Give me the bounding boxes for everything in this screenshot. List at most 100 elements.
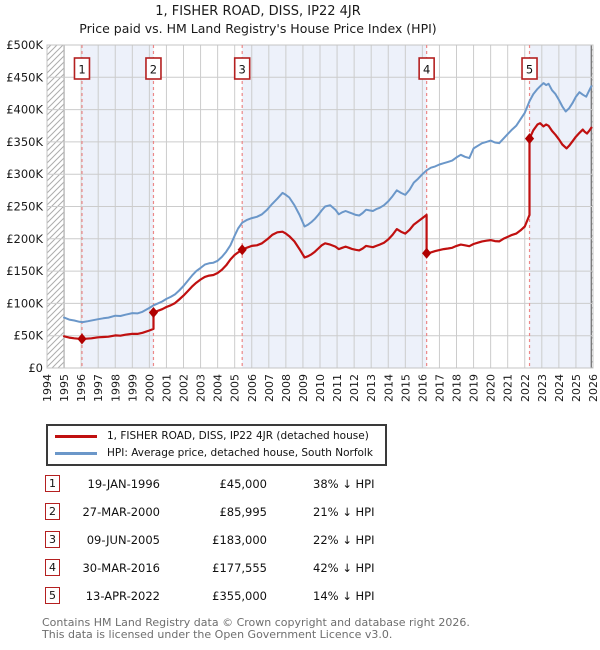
hpi-south-norfolk-detached-line xyxy=(63,82,593,324)
x-tick-label: 1998 xyxy=(109,374,122,402)
license-note: Contains HM Land Registry data © Crown c… xyxy=(42,617,470,640)
sale-diamond xyxy=(524,133,535,145)
price-paid-line-swatch xyxy=(55,434,97,438)
transaction-price: £183,000 xyxy=(212,533,267,547)
x-tick-label: 1999 xyxy=(126,374,139,402)
x-tick-label: 1996 xyxy=(75,374,88,402)
transaction-price: £355,000 xyxy=(212,589,267,603)
price-chart: 1 2 3 4 5 £0 £50K £100K £150K £200K £250K £300K £350… xyxy=(6,38,600,402)
table-row: 1 19-JAN-1996 £45,000 38% ↓ HPI xyxy=(45,475,385,494)
y-tick-label: £300K xyxy=(6,167,43,181)
sale-diamond xyxy=(422,247,432,259)
x-tick-label: 2001 xyxy=(160,374,173,402)
x-tick-label: 2021 xyxy=(502,374,515,402)
transaction-number-badge: 2 xyxy=(45,503,60,520)
y-tick-label: £100K xyxy=(6,296,43,310)
sale-number-box xyxy=(145,57,162,80)
transaction-date: 09-JUN-2005 xyxy=(86,533,160,547)
transaction-date: 13-APR-2022 xyxy=(85,589,160,603)
hpi-line-swatch xyxy=(55,451,97,455)
transaction-number-badge: 4 xyxy=(45,559,60,576)
x-tick-label: 2016 xyxy=(416,374,429,402)
sale-number-label: 5 xyxy=(526,63,533,77)
x-tick-label: 2003 xyxy=(195,374,208,402)
sale-diamond xyxy=(77,333,87,345)
x-tick-label: 2018 xyxy=(451,374,464,402)
sale-number-box xyxy=(73,57,91,80)
page-title: 1, FISHER ROAD, DISS, IP22 4JR xyxy=(155,4,361,19)
x-tick-label: 2006 xyxy=(246,374,259,402)
legend-item-hpi: HPI: Average price, detached house, Sout… xyxy=(55,446,380,460)
transaction-date: 27-MAR-2000 xyxy=(82,505,160,519)
x-tick-label: 2024 xyxy=(553,374,566,402)
transaction-date: 19-JAN-1996 xyxy=(87,477,161,491)
legend-label-hpi: HPI: Average price, detached house, Sout… xyxy=(107,447,373,459)
y-tick-label: £250K xyxy=(6,200,43,214)
transaction-price: £45,000 xyxy=(219,477,267,491)
transaction-price: £85,995 xyxy=(219,505,267,519)
transaction-vs-hpi: 38% ↓ HPI xyxy=(313,477,375,491)
sale-diamond xyxy=(148,306,159,318)
x-tick-label: 2020 xyxy=(485,374,498,402)
sale-number-box xyxy=(521,57,538,80)
x-tick-label: 2008 xyxy=(280,374,293,402)
x-tick-label: 2022 xyxy=(519,374,532,402)
license-line-1: Contains HM Land Registry data © Crown c… xyxy=(42,616,470,629)
table-row: 4 30-MAR-2016 £177,555 42% ↓ HPI xyxy=(45,559,385,578)
x-tick-label: 1995 xyxy=(58,374,71,402)
x-tick-label: 2000 xyxy=(143,374,156,402)
sale-number-label: 2 xyxy=(150,63,157,77)
transactions-table: 1 19-JAN-1996 £45,000 38% ↓ HPI 2 27-MAR… xyxy=(45,475,385,615)
y-tick-label: £450K xyxy=(6,70,43,84)
sale-number-box xyxy=(418,57,435,80)
chart-legend: 1, FISHER ROAD, DISS, IP22 4JR (detached… xyxy=(46,424,387,466)
transaction-number-badge: 1 xyxy=(45,475,60,492)
y-tick-label: £350K xyxy=(6,135,43,149)
x-tick-label: 2010 xyxy=(314,374,327,402)
x-tick-label: 2007 xyxy=(263,374,276,402)
table-row: 5 13-APR-2022 £355,000 14% ↓ HPI xyxy=(45,587,385,606)
sale-number-label: 3 xyxy=(239,63,246,77)
x-tick-label: 2004 xyxy=(212,374,225,402)
transaction-vs-hpi: 14% ↓ HPI xyxy=(313,589,375,603)
x-tick-label: 2023 xyxy=(536,374,549,402)
x-tick-label: 2025 xyxy=(570,374,583,402)
transaction-number-badge: 5 xyxy=(45,587,60,604)
y-tick-label: £200K xyxy=(6,232,43,246)
x-tick-label: 2011 xyxy=(331,374,344,402)
price-paid-hpi-scaled-line xyxy=(62,122,593,340)
page-subtitle: Price paid vs. HM Land Registry's House … xyxy=(79,21,437,36)
transaction-number-badge: 3 xyxy=(45,531,60,548)
x-tick-label: 2014 xyxy=(382,374,395,402)
x-tick-label: 2012 xyxy=(348,374,361,402)
x-tick-label: 2002 xyxy=(178,374,191,402)
x-tick-label: 2015 xyxy=(399,374,412,402)
x-tick-label: 2019 xyxy=(468,374,481,402)
x-tick-label: 2017 xyxy=(433,374,446,402)
legend-item-price-paid: 1, FISHER ROAD, DISS, IP22 4JR (detached… xyxy=(55,429,380,443)
sale-number-label: 1 xyxy=(78,63,85,77)
y-tick-label: £0 xyxy=(28,361,43,375)
table-row: 3 09-JUN-2005 £183,000 22% ↓ HPI xyxy=(45,531,385,550)
x-tick-label: 1997 xyxy=(92,374,105,402)
transaction-price: £177,555 xyxy=(212,561,267,575)
legend-label-price-paid: 1, FISHER ROAD, DISS, IP22 4JR (detached… xyxy=(107,430,369,442)
transaction-vs-hpi: 42% ↓ HPI xyxy=(313,561,375,575)
transaction-vs-hpi: 22% ↓ HPI xyxy=(313,533,375,547)
y-tick-label: £500K xyxy=(6,38,43,52)
x-tick-label: 2026 xyxy=(587,374,600,402)
sale-diamond xyxy=(237,244,247,256)
transaction-date: 30-MAR-2016 xyxy=(82,561,160,575)
x-tick-label: 2005 xyxy=(229,374,242,402)
x-tick-label: 2009 xyxy=(297,374,310,402)
y-tick-label: £150K xyxy=(6,264,43,278)
license-line-2: This data is licensed under the Open Gov… xyxy=(42,627,393,641)
x-tick-label: 1994 xyxy=(41,374,54,402)
table-row: 2 27-MAR-2000 £85,995 21% ↓ HPI xyxy=(45,503,385,522)
transaction-vs-hpi: 21% ↓ HPI xyxy=(313,505,375,519)
x-tick-label: 2013 xyxy=(365,374,378,402)
sale-number-box xyxy=(233,57,251,80)
y-tick-label: £50K xyxy=(14,329,44,343)
y-tick-label: £400K xyxy=(6,103,43,117)
sale-number-label: 4 xyxy=(423,63,430,77)
